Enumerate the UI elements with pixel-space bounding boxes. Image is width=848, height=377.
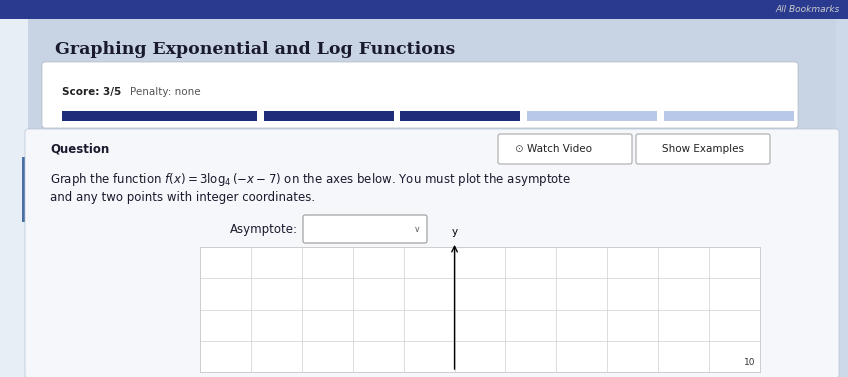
Text: Watch Video: Watch Video bbox=[527, 144, 592, 154]
Text: Score: 3/5: Score: 3/5 bbox=[62, 87, 121, 97]
Bar bbox=[264, 111, 394, 121]
Text: All Bookmarks: All Bookmarks bbox=[776, 5, 840, 14]
Bar bbox=[62, 111, 257, 121]
Bar bbox=[527, 111, 657, 121]
Text: Show Examples: Show Examples bbox=[662, 144, 744, 154]
Bar bbox=[200, 247, 760, 372]
Bar bbox=[22, 157, 27, 222]
Text: Penalty: none: Penalty: none bbox=[130, 87, 201, 97]
Text: Graphing Exponential and Log Functions: Graphing Exponential and Log Functions bbox=[55, 40, 455, 58]
Bar bbox=[0, 0, 848, 19]
Text: y: y bbox=[451, 227, 458, 237]
Bar bbox=[400, 111, 520, 121]
FancyBboxPatch shape bbox=[303, 215, 427, 243]
Bar bbox=[28, 19, 836, 129]
Text: 10: 10 bbox=[745, 358, 756, 367]
Text: Asymptote:: Asymptote: bbox=[230, 222, 298, 236]
Bar bbox=[0, 0, 28, 377]
Text: Graph the function $f(x) = 3\log_4(-x-7)$ on the axes below. You must plot the a: Graph the function $f(x) = 3\log_4(-x-7)… bbox=[50, 172, 571, 188]
FancyBboxPatch shape bbox=[25, 129, 839, 377]
Text: ⊙: ⊙ bbox=[514, 144, 522, 154]
FancyBboxPatch shape bbox=[498, 134, 632, 164]
Text: Question: Question bbox=[50, 143, 109, 155]
Bar bbox=[664, 111, 794, 121]
Text: ∨: ∨ bbox=[414, 224, 421, 233]
FancyBboxPatch shape bbox=[636, 134, 770, 164]
FancyBboxPatch shape bbox=[42, 62, 798, 128]
Text: and any two points with integer coordinates.: and any two points with integer coordina… bbox=[50, 192, 315, 204]
